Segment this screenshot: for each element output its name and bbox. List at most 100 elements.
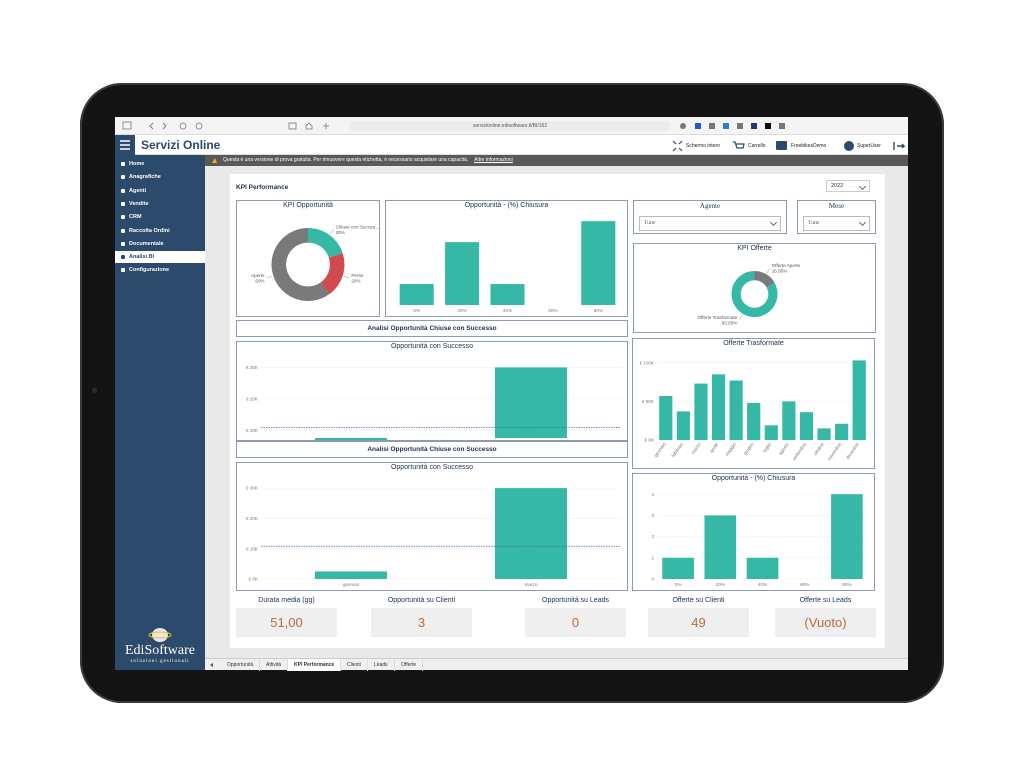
sidebar-item[interactable]: Anagrafiche [115, 171, 205, 183]
y-tick-label: 0 [651, 577, 654, 582]
bar [729, 380, 743, 440]
settings-icon[interactable] [195, 122, 203, 130]
x-tick-label: 60% [800, 582, 809, 587]
home-icon[interactable] [305, 122, 313, 130]
grid-icon[interactable] [288, 122, 297, 130]
bar [764, 425, 778, 440]
bar [782, 401, 796, 440]
history-icon[interactable] [179, 122, 187, 130]
menu-icon [120, 140, 130, 150]
chart-svg: € 0K € 10K € 20K € 30K gennaio marzo [246, 486, 621, 587]
x-tick-label: novembre [827, 441, 843, 461]
y-tick-label: € 20K [246, 396, 259, 401]
caret [858, 182, 867, 191]
sidebar-icon [121, 241, 125, 246]
sidebar-icon [121, 255, 125, 260]
x-tick-label: 40% [758, 582, 767, 587]
chart-panel: Opportunità con Successo € 0K € 10K € 20K € … [236, 462, 628, 591]
sidebar-label: Raccolta Ordini [129, 227, 170, 234]
bar [831, 494, 863, 579]
chart-title: Opportunità con Successo [390, 464, 474, 471]
slice-label: Chiuse con Succes... [336, 224, 379, 229]
card-label: Durata media (gg) [258, 597, 315, 604]
card-value: 3 [371, 608, 472, 637]
x-tick-label: 0% [413, 308, 420, 313]
year-value: 2022 [831, 183, 844, 189]
y-tick-label: 3 [651, 513, 654, 518]
chart-panel: Opportunità - (%) Chiusura 0 1 2 3 4 0% 20% 40% 6… [632, 473, 875, 591]
bar [445, 242, 480, 305]
slice-value-label: 20% [336, 230, 345, 235]
sidebar-label: Vendite [129, 200, 149, 207]
label-leader [329, 229, 334, 235]
section-header: Analisi Opportunità Chiuse con Successo [236, 441, 628, 458]
slice-label: Offerte Aperte [772, 263, 801, 268]
header-icons [672, 140, 906, 152]
sidebar-item[interactable]: Analisi BI [115, 251, 205, 264]
page-tab[interactable]: KPI Performance [288, 659, 342, 671]
chart-panel: Opportunità - (%) Chiusura 0% 20% 40% 60% 80% [385, 200, 628, 317]
label-leader [766, 268, 770, 274]
slice-label: Perse [351, 273, 363, 278]
y-tick-label: € 30K [246, 486, 259, 491]
x-tick-label: marzo [525, 582, 538, 587]
label-leader [266, 275, 273, 279]
page-tab[interactable]: Leads [368, 659, 395, 671]
sidebar-label: Configurazione [129, 267, 170, 274]
sidebar-icon[interactable] [122, 121, 132, 130]
donut-slice [754, 271, 775, 288]
slicer-dropdown[interactable]: Tutte [639, 216, 781, 231]
page-tab[interactable]: Clienti [341, 659, 368, 671]
bar [490, 284, 525, 305]
slicer-value: Tutte [644, 220, 656, 226]
sidebar-label: Anagrafiche [129, 174, 161, 181]
sidebar-item[interactable]: Documentale [115, 238, 205, 250]
x-tick-label: 40% [503, 308, 512, 313]
menu-button[interactable] [115, 135, 135, 155]
new-tab-icon[interactable] [323, 123, 329, 129]
sidebar-label: Analisi BI [129, 254, 155, 261]
sidebar-item[interactable]: Home [115, 158, 205, 170]
page-tab[interactable]: Attività [260, 659, 289, 671]
sidebar-label: Documentale [129, 240, 164, 247]
bar [746, 557, 779, 579]
sidebar-item[interactable]: CRM [115, 211, 205, 223]
bar [495, 367, 567, 438]
bar [704, 515, 737, 579]
card-label: Offerte su Clienti [672, 597, 725, 604]
fullscreen-button[interactable]: Schermo intero [686, 143, 720, 149]
user-button[interactable]: SuperUser [857, 143, 881, 149]
sidebar-item[interactable]: Agenti [115, 185, 205, 197]
sidebar-item[interactable]: Configurazione [115, 264, 205, 276]
sidebar-label: CRM [129, 214, 142, 221]
sidebar-icon [121, 162, 125, 166]
chart-panel: Offerte Trasformate € 0K € 50K € 100K gennai… [632, 338, 875, 469]
y-tick-label: € 10K [246, 428, 259, 433]
year-dropdown[interactable]: 2022 [826, 180, 870, 192]
sidebar-icon [121, 201, 125, 206]
x-tick-label: gennaio [653, 441, 667, 458]
banner-icon [212, 158, 217, 163]
banner-link[interactable]: Altre informazioni [474, 157, 513, 163]
caret [769, 218, 778, 227]
page-tabs: Opportunità Attività KPI Performance Client… [205, 658, 908, 671]
sidebar-item[interactable]: Vendite [115, 198, 205, 210]
nav-arrows[interactable] [149, 122, 167, 130]
tabs-arrow[interactable] [209, 662, 215, 668]
bar [799, 412, 814, 440]
slicer-dropdown[interactable]: Tutte [803, 216, 870, 231]
page-tab[interactable]: Offerte [395, 659, 424, 671]
x-tick-label: 20% [716, 582, 725, 587]
cart-button[interactable]: Carrello [748, 143, 766, 149]
card-label: Opportunità su Clienti [387, 597, 456, 604]
page-tab[interactable]: Opportunità [221, 659, 261, 671]
sidebar-item[interactable]: Raccolta Ordini [115, 225, 205, 237]
sidebar-label: Agenti [129, 187, 147, 194]
y-tick-label: € 50K [642, 399, 655, 404]
address-bar[interactable]: servizionline.edisoftware.it/BI/152 [350, 121, 670, 131]
company-button[interactable]: FreebikesDemo [791, 143, 827, 149]
donut-slice [308, 228, 343, 258]
logo-tagline: soluzioni gestionali [130, 659, 190, 664]
